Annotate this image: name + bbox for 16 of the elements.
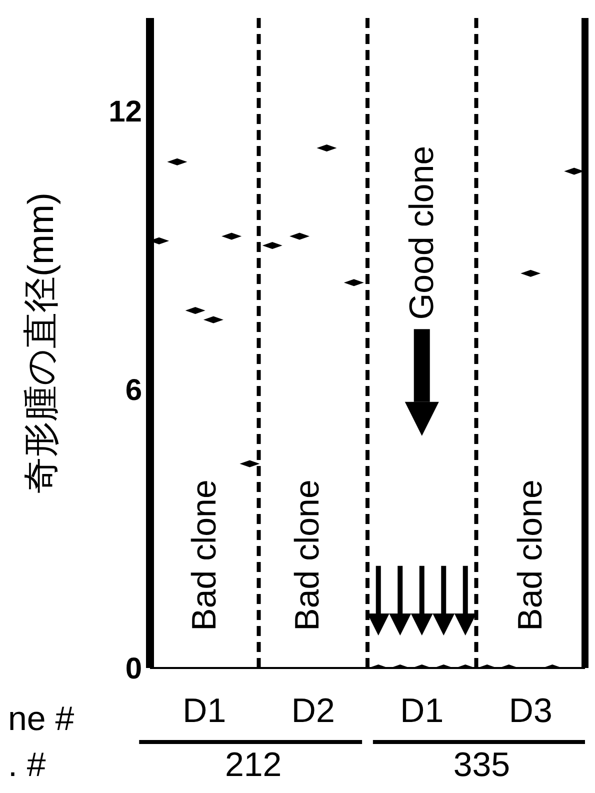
x-tick-label: D3 <box>508 692 552 730</box>
text: 212 <box>224 746 282 784</box>
text: ne # <box>8 700 74 738</box>
y-tick-label: 12 <box>108 96 142 129</box>
x-tick-label: D1 <box>182 692 226 730</box>
annotation: Good clone <box>402 146 441 320</box>
annotation: Bad clone <box>185 480 224 631</box>
text: 335 <box>453 746 510 784</box>
text: . # <box>8 746 46 784</box>
x-tick-label: D1 <box>400 692 444 730</box>
y-axis-title: 奇形腫の直径(mm) <box>20 192 61 494</box>
annotation: Bad clone <box>288 480 327 631</box>
annotation: Bad clone <box>512 480 550 631</box>
x-tick-label: D2 <box>291 692 335 730</box>
y-tick-label: 0 <box>125 652 142 686</box>
y-tick-label: 6 <box>125 374 142 408</box>
